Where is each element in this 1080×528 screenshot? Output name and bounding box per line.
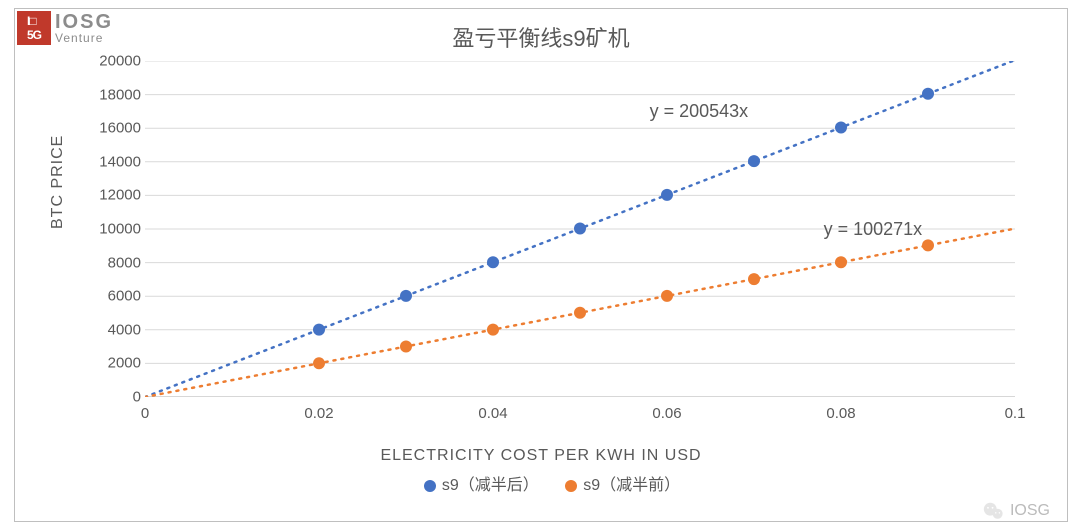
y-tick: 10000 — [99, 221, 141, 238]
trend-equation: y = 100271x — [824, 219, 923, 240]
legend: s9（减半后） s9（减半前） — [15, 471, 1067, 495]
watermark: IOSG — [982, 500, 1050, 522]
wechat-icon — [982, 500, 1004, 522]
y-tick: 14000 — [99, 153, 141, 170]
legend-label-0: s9（减半后） — [442, 477, 539, 494]
trend-equation: y = 200543x — [650, 101, 749, 122]
legend-label-1: s9（减半前） — [583, 477, 680, 494]
y-tick: 2000 — [108, 355, 141, 372]
y-tick: 4000 — [108, 321, 141, 338]
x-tick: 0.1 — [1005, 405, 1026, 422]
y-tick: 18000 — [99, 86, 141, 103]
y-tick: 12000 — [99, 187, 141, 204]
x-tick: 0.04 — [478, 405, 507, 422]
x-tick: 0.08 — [826, 405, 855, 422]
y-tick: 20000 — [99, 53, 141, 70]
x-tick: 0.02 — [304, 405, 333, 422]
legend-marker-1 — [565, 480, 577, 492]
watermark-text: IOSG — [1010, 502, 1050, 520]
legend-marker-0 — [424, 480, 436, 492]
y-tick: 16000 — [99, 120, 141, 137]
y-tick: 8000 — [108, 254, 141, 271]
chart-card: I□5G IOSG Venture 盈亏平衡线s9矿机 BTC PRICE 02… — [14, 8, 1068, 522]
x-tick: 0 — [141, 405, 149, 422]
y-axis-label: BTC PRICE — [49, 135, 67, 229]
x-axis-label: ELECTRICITY COST PER KWH IN USD — [15, 447, 1067, 465]
x-tick: 0.06 — [652, 405, 681, 422]
y-tick: 6000 — [108, 288, 141, 305]
chart-title: 盈亏平衡线s9矿机 — [15, 21, 1067, 53]
y-tick: 0 — [133, 389, 141, 406]
